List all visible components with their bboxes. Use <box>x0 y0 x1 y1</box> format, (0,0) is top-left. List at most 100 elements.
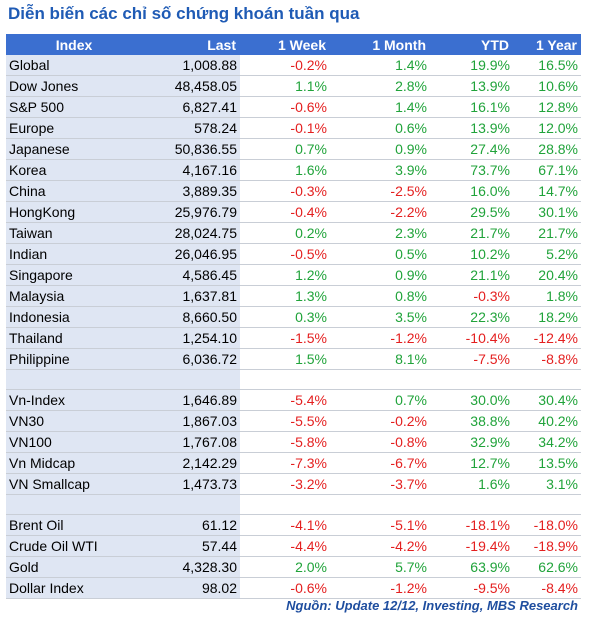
change-1-month: 1.4% <box>330 96 430 118</box>
change-1-week: -3.2% <box>240 473 330 495</box>
change-1-year: -8.4% <box>513 577 581 599</box>
change-ytd: 16.1% <box>430 96 513 118</box>
table-row: Korea 4,167.16 1.6% 3.9% 73.7% 67.1% <box>6 159 581 181</box>
change-1-month: -2.5% <box>330 180 430 202</box>
change-1-year: 13.5% <box>513 452 581 474</box>
column-header-ytd: YTD <box>430 34 513 55</box>
index-name: Philippine <box>6 348 142 370</box>
change-ytd: 63.9% <box>430 556 513 578</box>
change-1-week: -0.4% <box>240 201 330 223</box>
last-value: 50,836.55 <box>142 138 240 160</box>
table-row: Crude Oil WTI 57.44 -4.4% -4.2% -19.4% -18.9% <box>6 535 581 557</box>
change-1-week: -4.1% <box>240 514 330 536</box>
change-1-year: -18.0% <box>513 514 581 536</box>
change-1-week: 0.3% <box>240 306 330 328</box>
change-ytd: -9.5% <box>430 577 513 599</box>
last-value: 4,586.45 <box>142 264 240 286</box>
change-1-year: -8.8% <box>513 348 581 370</box>
index-name: Dollar Index <box>6 577 142 599</box>
index-name: S&P 500 <box>6 96 142 118</box>
change-1-month: -5.1% <box>330 514 430 536</box>
group-separator <box>6 369 581 390</box>
change-1-year: 3.1% <box>513 473 581 495</box>
change-1-year: 16.5% <box>513 55 581 76</box>
separator-cell <box>430 494 513 515</box>
separator-cell <box>142 494 240 515</box>
change-1-year: 67.1% <box>513 159 581 181</box>
table-body: Global 1,008.88 -0.2% 1.4% 19.9% 16.5% Dow Jon… <box>6 55 581 599</box>
table-row: Brent Oil 61.12 -4.1% -5.1% -18.1% -18.0% <box>6 514 581 536</box>
last-value: 4,167.16 <box>142 159 240 181</box>
last-value: 1,867.03 <box>142 410 240 432</box>
change-1-year: 1.8% <box>513 285 581 307</box>
table-row: China 3,889.35 -0.3% -2.5% 16.0% 14.7% <box>6 180 581 202</box>
change-1-week: -1.5% <box>240 327 330 349</box>
change-1-week: -5.4% <box>240 389 330 411</box>
change-ytd: -18.1% <box>430 514 513 536</box>
table-row: Taiwan 28,024.75 0.2% 2.3% 21.7% 21.7% <box>6 222 581 244</box>
index-name: Dow Jones <box>6 75 142 97</box>
index-name: Indian <box>6 243 142 265</box>
change-1-year: 14.7% <box>513 180 581 202</box>
last-value: 6,036.72 <box>142 348 240 370</box>
index-name: VN30 <box>6 410 142 432</box>
index-name: VN100 <box>6 431 142 453</box>
table-row: VN Smallcap 1,473.73 -3.2% -3.7% 1.6% 3.1% <box>6 473 581 495</box>
separator-cell <box>330 494 430 515</box>
change-1-week: 1.2% <box>240 264 330 286</box>
change-1-month: 0.6% <box>330 117 430 139</box>
last-value: 48,458.05 <box>142 75 240 97</box>
table-row: Dollar Index 98.02 -0.6% -1.2% -9.5% -8.4% <box>6 577 581 599</box>
change-ytd: -7.5% <box>430 348 513 370</box>
change-ytd: 13.9% <box>430 75 513 97</box>
table-row: Global 1,008.88 -0.2% 1.4% 19.9% 16.5% <box>6 55 581 76</box>
index-name: Taiwan <box>6 222 142 244</box>
index-name: Europe <box>6 117 142 139</box>
table-row: Thailand 1,254.10 -1.5% -1.2% -10.4% -12.4% <box>6 327 581 349</box>
separator-cell <box>430 369 513 390</box>
separator-cell <box>240 494 330 515</box>
index-name: Malaysia <box>6 285 142 307</box>
column-header-1-week: 1 Week <box>240 34 330 55</box>
last-value: 4,328.30 <box>142 556 240 578</box>
change-1-month: 2.8% <box>330 75 430 97</box>
change-1-year: 21.7% <box>513 222 581 244</box>
index-name: Crude Oil WTI <box>6 535 142 557</box>
table-row: Europe 578.24 -0.1% 0.6% 13.9% 12.0% <box>6 117 581 139</box>
change-ytd: 21.1% <box>430 264 513 286</box>
change-1-month: 1.4% <box>330 55 430 76</box>
column-header-1-month: 1 Month <box>330 34 430 55</box>
change-1-week: -0.5% <box>240 243 330 265</box>
change-1-week: -0.6% <box>240 96 330 118</box>
last-value: 1,473.73 <box>142 473 240 495</box>
change-1-week: 0.2% <box>240 222 330 244</box>
change-1-year: 10.6% <box>513 75 581 97</box>
table-row: Indonesia 8,660.50 0.3% 3.5% 22.3% 18.2% <box>6 306 581 328</box>
index-name: Korea <box>6 159 142 181</box>
change-1-month: -2.2% <box>330 201 430 223</box>
change-1-year: -18.9% <box>513 535 581 557</box>
table-row: VN30 1,867.03 -5.5% -0.2% 38.8% 40.2% <box>6 410 581 432</box>
table-row: Malaysia 1,637.81 1.3% 0.8% -0.3% 1.8% <box>6 285 581 307</box>
change-1-week: 1.1% <box>240 75 330 97</box>
change-1-year: 18.2% <box>513 306 581 328</box>
change-1-year: 40.2% <box>513 410 581 432</box>
index-name: China <box>6 180 142 202</box>
change-1-week: -5.8% <box>240 431 330 453</box>
change-ytd: 10.2% <box>430 243 513 265</box>
index-name: Global <box>6 55 142 76</box>
change-1-week: -7.3% <box>240 452 330 474</box>
last-value: 578.24 <box>142 117 240 139</box>
change-1-year: 28.8% <box>513 138 581 160</box>
last-value: 8,660.50 <box>142 306 240 328</box>
change-1-week: -0.2% <box>240 55 330 76</box>
change-ytd: 12.7% <box>430 452 513 474</box>
index-name: Japanese <box>6 138 142 160</box>
last-value: 1,646.89 <box>142 389 240 411</box>
table-row: HongKong 25,976.79 -0.4% -2.2% 29.5% 30.1% <box>6 201 581 223</box>
separator-cell <box>513 369 581 390</box>
change-1-week: 1.5% <box>240 348 330 370</box>
table-row: Philippine 6,036.72 1.5% 8.1% -7.5% -8.8% <box>6 348 581 370</box>
last-value: 3,889.35 <box>142 180 240 202</box>
last-value: 57.44 <box>142 535 240 557</box>
